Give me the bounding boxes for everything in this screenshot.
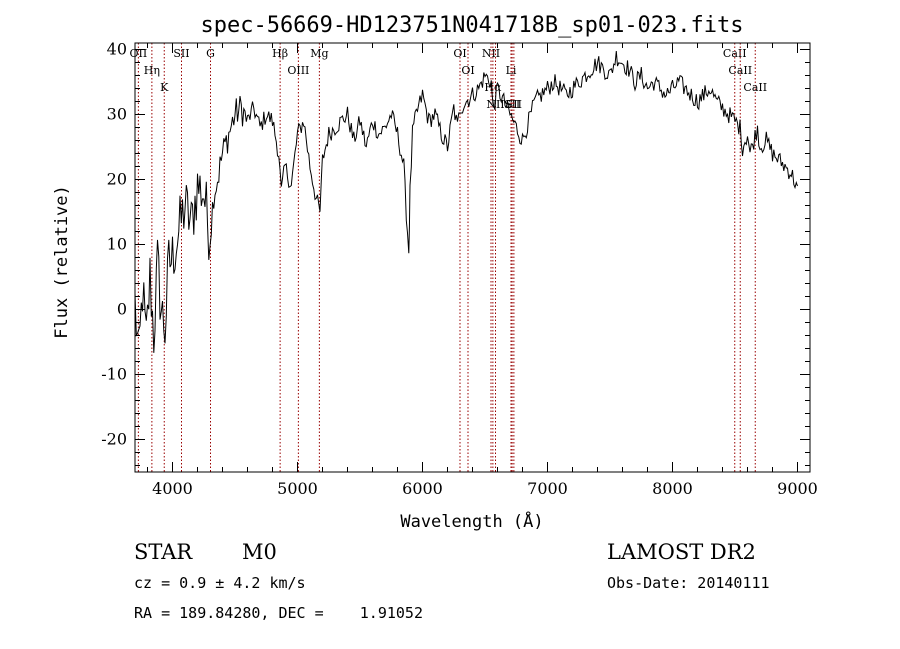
y-tick-label: -20 <box>101 430 127 449</box>
spectral-line-label: Mg <box>310 47 328 60</box>
spectral-line-label: NII <box>482 47 500 60</box>
x-tick-label: 6000 <box>402 479 443 498</box>
survey-name: LAMOST DR2 <box>607 540 756 564</box>
spectral-line-label: G <box>206 47 215 60</box>
spectral-line-label: CaII <box>728 64 752 77</box>
y-tick-label: -10 <box>101 365 127 384</box>
spectral-line-label: K <box>160 81 169 94</box>
chart-title: spec-56669-HD123751N041718B_sp01-023.fit… <box>200 13 743 38</box>
y-tick-label: 40 <box>107 40 127 59</box>
plot-frame <box>134 42 811 473</box>
spectral-line-label: SII <box>506 98 522 111</box>
spectral-line-label: OIII <box>287 64 309 77</box>
spectrum-line <box>134 50 798 353</box>
y-axis-label: Flux (relative) <box>52 185 72 339</box>
axes: 4000 5000 6000 7000 8000 9000 -20 -10 0 10 20 30 40 <box>101 40 818 499</box>
redshift-info: cz = 0.9 ± 4.2 km/s <box>134 574 306 592</box>
spectral-line-label: OI <box>461 64 474 77</box>
spectral-line-label: OI <box>453 47 466 60</box>
y-tick-label: 30 <box>107 105 127 124</box>
spectral-line-label: SII <box>173 47 189 60</box>
y-tick-label: 0 <box>117 300 127 319</box>
spectral-line-label: Hβ <box>272 47 288 60</box>
x-tick-label: 9000 <box>777 479 818 498</box>
spectral-line-label: CaII <box>743 81 767 94</box>
x-tick-label: 4000 <box>152 479 193 498</box>
x-tick-label: 8000 <box>652 479 693 498</box>
y-tick-label: 10 <box>107 235 127 254</box>
spectral-line-label: CaII <box>723 47 747 60</box>
object-subclass: M0 <box>242 540 277 564</box>
observation-date: Obs-Date: 20140111 <box>607 574 770 592</box>
x-tick-label: 5000 <box>277 479 318 498</box>
x-axis-label: Wavelength (Å) <box>400 510 543 532</box>
spectrum-series <box>134 50 798 353</box>
object-class: STAR <box>134 540 193 564</box>
spectral-line-label: OII <box>130 47 148 60</box>
y-tick-label: 20 <box>107 170 127 189</box>
spectral-line-label: Li <box>506 64 517 77</box>
coordinates: RA = 189.84280, DEC = 1.91052 <box>134 604 423 622</box>
x-tick-label: 7000 <box>527 479 568 498</box>
spectral-line-label: Hη <box>144 64 160 77</box>
